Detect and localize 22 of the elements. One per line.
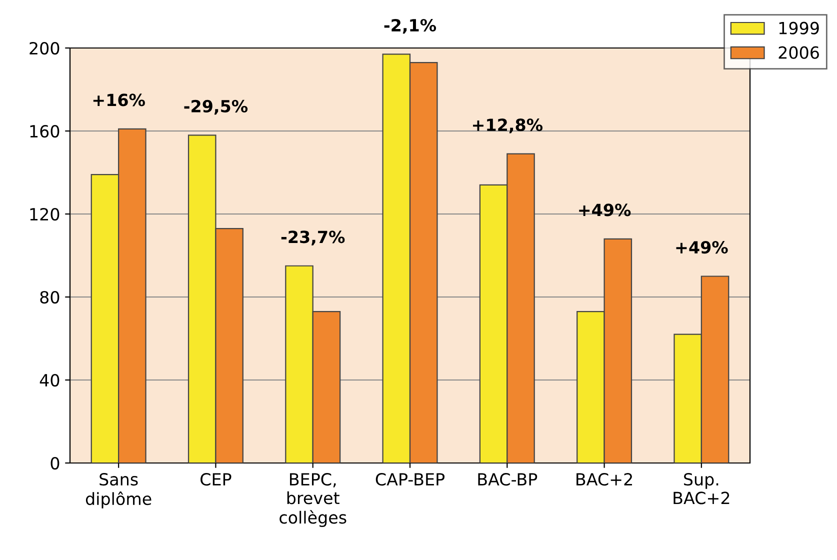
legend-label: 1999 xyxy=(779,22,819,34)
y-tick-label: 120 xyxy=(30,208,60,221)
x-tick-label: Sans diplôme xyxy=(86,473,152,508)
y-tick-label: 40 xyxy=(40,374,60,387)
y-tick-label: 160 xyxy=(30,124,60,138)
annotation: -2,1% xyxy=(384,18,436,34)
x-tick-label: CAP-BEP xyxy=(376,473,444,486)
annotation: +49% xyxy=(579,204,631,216)
annotation: -29,5% xyxy=(184,100,248,115)
x-tick-label: CEP xyxy=(200,473,232,486)
x-tick-label: BAC-BP xyxy=(478,473,538,486)
y-tick-label: 0 xyxy=(50,456,60,470)
legend-label: 2006 xyxy=(778,46,819,59)
x-tick-label: BAC+2 xyxy=(576,473,632,486)
annotation: +12,8% xyxy=(473,118,543,134)
x-tick-label: Sup. BAC+2 xyxy=(674,473,730,504)
y-tick-label: 200 xyxy=(30,42,60,55)
x-tick-label: BEPC, brevet collèges xyxy=(280,473,346,527)
annotation: +16% xyxy=(93,94,145,106)
y-tick-label: 80 xyxy=(40,290,60,304)
annotation: +49% xyxy=(676,240,728,254)
annotation: -23,7% xyxy=(281,230,345,246)
